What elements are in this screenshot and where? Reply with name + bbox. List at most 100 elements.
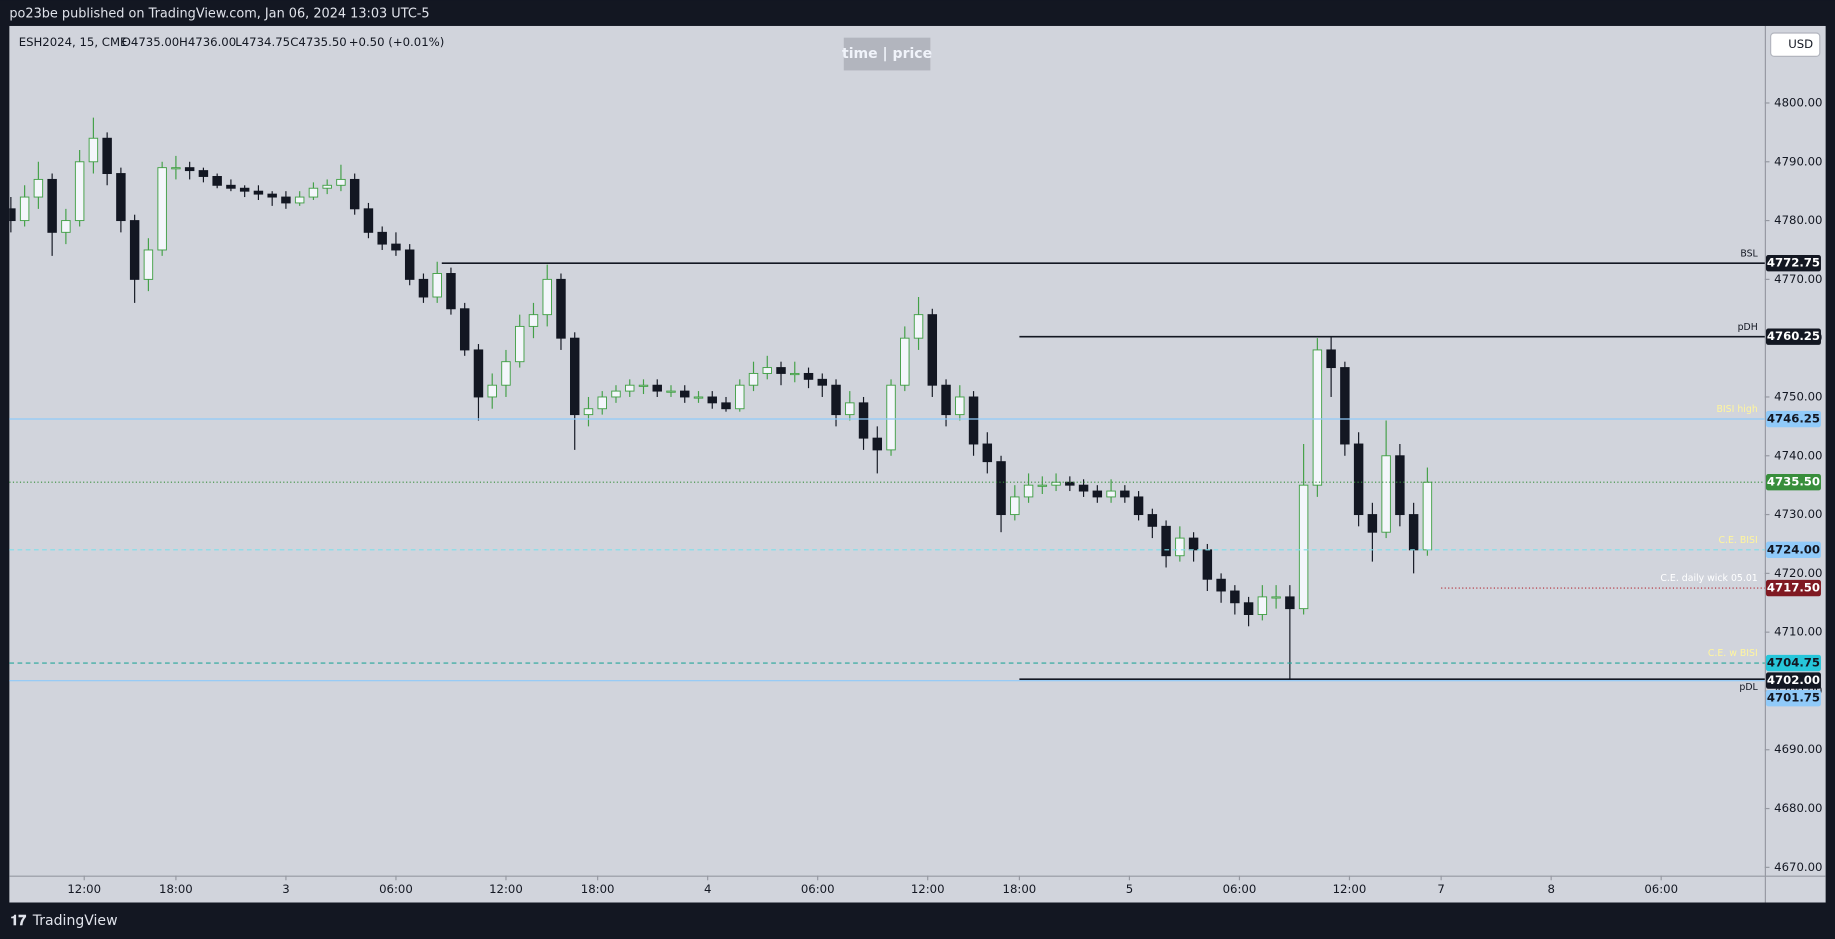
- x-tick-label: 12:00: [67, 882, 101, 896]
- price-tag-label: 4724.00: [1767, 542, 1820, 556]
- candle-body: [1353, 443, 1364, 516]
- symbol: ESH2024, 15, CME: [19, 35, 128, 49]
- candle-body: [1188, 537, 1199, 551]
- candle-body: [858, 402, 869, 439]
- candle-body: [1023, 484, 1034, 498]
- price-tag: [1765, 541, 1821, 559]
- candle-body: [157, 167, 167, 251]
- candle-body: [88, 137, 99, 163]
- candle-body: [184, 167, 195, 172]
- candle-body: [1367, 514, 1378, 533]
- candle-body: [446, 273, 456, 310]
- watermark-box: [843, 37, 931, 71]
- candle-body: [1092, 490, 1103, 498]
- x-tick-label: 3: [282, 882, 289, 896]
- candle-body: [913, 314, 924, 339]
- y-tick-label: 4670.00: [1774, 860, 1822, 874]
- candle-body: [1010, 496, 1020, 516]
- candle-body: [1312, 349, 1323, 486]
- low: L4734.75: [235, 35, 290, 49]
- level-name: BSL: [1740, 248, 1758, 259]
- level-name: pDL: [1739, 682, 1758, 693]
- candle-body: [762, 367, 772, 374]
- candle-body: [1133, 496, 1144, 516]
- x-tick-label: 06:00: [1644, 882, 1678, 896]
- candle-body: [542, 278, 552, 316]
- x-tick-label: 8: [1547, 882, 1554, 896]
- candle-body: [680, 390, 690, 398]
- candle-body: [473, 349, 484, 398]
- candle-body: [955, 396, 965, 416]
- candle-body: [47, 178, 57, 233]
- price-tag-label: 4702.00: [1767, 673, 1820, 687]
- candle-body: [1120, 490, 1130, 498]
- candle-body: [1037, 484, 1048, 487]
- price-tag: [1765, 689, 1821, 707]
- price-tag: [1765, 672, 1821, 689]
- x-tick-label: 7: [1437, 882, 1444, 896]
- candle-body: [1381, 455, 1391, 533]
- open: O4735.00: [122, 35, 180, 49]
- y-tick-label: 4740.00: [1774, 448, 1822, 462]
- candle-body: [33, 178, 44, 198]
- candle-body: [652, 384, 662, 392]
- candle-body: [776, 367, 786, 374]
- y-tick-label: 4770.00: [1774, 272, 1822, 286]
- candle-body: [831, 384, 841, 416]
- y-tick-label: 4750.00: [1774, 389, 1822, 403]
- watermark: time | price: [842, 46, 932, 62]
- candle-body: [996, 461, 1006, 516]
- candle-body: [707, 396, 717, 404]
- candle-body: [1408, 514, 1419, 551]
- candle-body: [336, 178, 346, 186]
- level-name: BISI high: [1716, 404, 1757, 415]
- series-layer: [9, 117, 1433, 680]
- x-tick-label: 4: [704, 882, 711, 896]
- change: +0.50 (+0.01%): [349, 35, 445, 49]
- candle-body: [501, 361, 511, 386]
- candle-body: [1243, 602, 1254, 615]
- x-tick-label: 12:00: [489, 882, 523, 896]
- candle-body: [817, 378, 828, 386]
- candle-body: [748, 372, 759, 386]
- currency[interactable]: USD: [1788, 37, 1813, 51]
- x-tick-label: 06:00: [1223, 882, 1257, 896]
- logo: 𝟏𝟕: [11, 913, 27, 929]
- candle-body: [1298, 484, 1309, 610]
- price-tag-label: 4717.50: [1767, 581, 1820, 595]
- candle-body: [790, 372, 800, 376]
- candle-body: [418, 278, 429, 298]
- candle-body: [514, 325, 525, 363]
- candle-body: [1271, 596, 1281, 599]
- price-tag: [1765, 474, 1821, 491]
- currency-button[interactable]: [1770, 32, 1821, 57]
- candle-body: [226, 184, 236, 189]
- candle-body: [404, 249, 415, 280]
- y-tick-label: 4800.00: [1774, 95, 1822, 109]
- y-tick-label: 4790.00: [1774, 154, 1822, 168]
- footer: 𝟏𝟕 TradingView: [11, 913, 118, 929]
- price-tag: [1765, 579, 1821, 597]
- candle-body: [349, 178, 360, 210]
- candle-body: [556, 278, 566, 339]
- candle-body: [845, 402, 855, 416]
- x-tick-label: 06:00: [801, 882, 835, 896]
- candle-body: [129, 220, 140, 280]
- candle-body: [625, 384, 635, 392]
- x-tick-label: 5: [1126, 882, 1133, 896]
- ohlc-legend: ESH2024, 15, CME O4735.00 H4736.00 L4734…: [19, 35, 445, 49]
- price-tag-label: 4701.75: [1767, 691, 1820, 705]
- x-tick-label: 12:00: [1333, 882, 1367, 896]
- candle-body: [377, 231, 387, 245]
- candle-body: [9, 208, 16, 222]
- candle-body: [886, 384, 896, 451]
- candle-body: [432, 273, 442, 298]
- candle-body: [982, 443, 993, 463]
- candle-body: [1078, 484, 1089, 492]
- candle-body: [1161, 525, 1171, 557]
- candle-body: [1340, 367, 1350, 445]
- price-tag-label: 4735.50: [1767, 475, 1820, 489]
- candle-body: [872, 437, 883, 451]
- candle-body: [212, 176, 222, 186]
